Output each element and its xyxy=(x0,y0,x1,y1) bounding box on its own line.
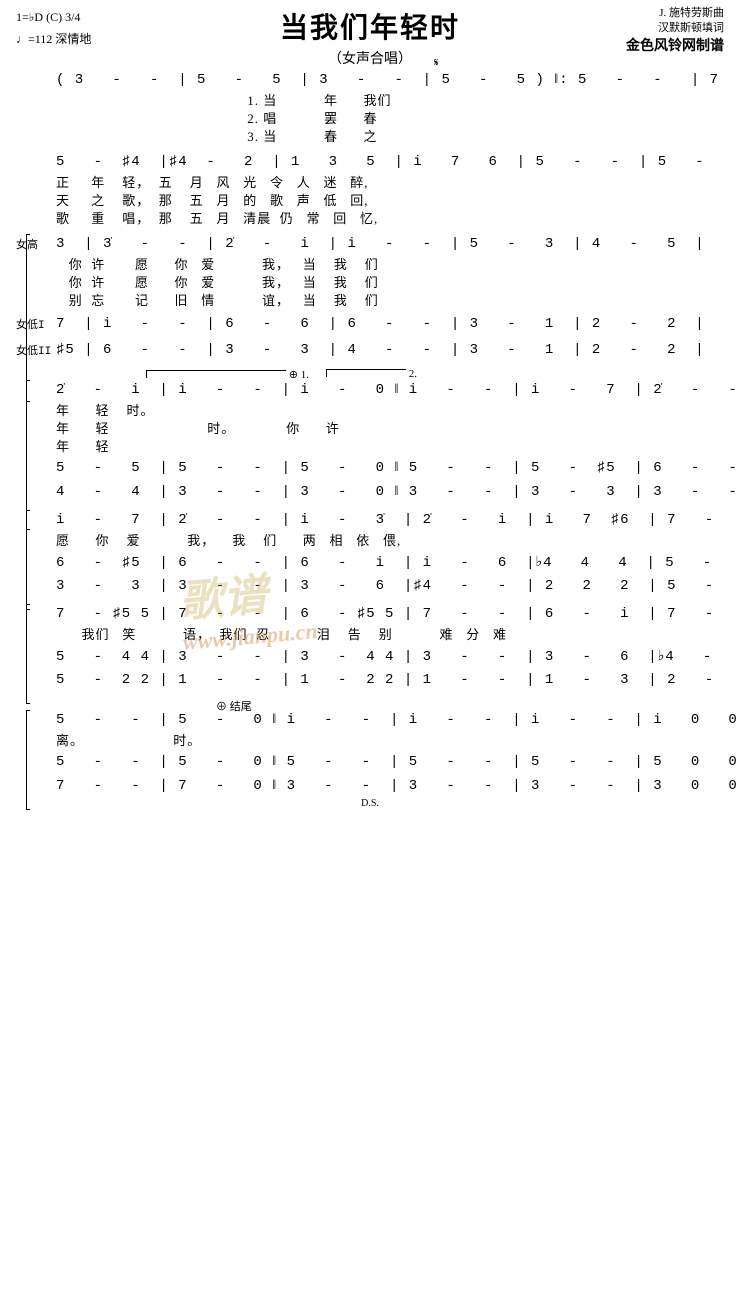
ds-marking: D.S. xyxy=(16,798,724,809)
soprano-notes: 2̇ - i | i - - | i - 0 ‖ i - - | i - 7 |… xyxy=(56,382,740,398)
alto1-label: 女低I xyxy=(16,316,56,332)
publisher-credit: 金色风铃网制谱 xyxy=(626,37,724,57)
lyric-line: 愿 你 爱 我， 我 们 两 相 依 偎, xyxy=(56,530,724,549)
soprano-label: 女高 xyxy=(16,236,56,252)
soprano-notes: i - 7 | 2̇ - - | i - 3̇ | 2̇ - i | i 7 ♯… xyxy=(56,512,740,528)
alto2-notes: 7 - - | 7 - 0 ‖ 3 - - | 3 - - | 3 - - | … xyxy=(56,778,740,794)
system-7: ⊕ 结尾 5 - - | 5 - 0 ‖ i - - | i - - | i -… xyxy=(16,698,724,809)
soprano-notes: 7 - ♯5 5 | 7 - - | 6 - ♯5 5 | 7 - - | 6 … xyxy=(56,606,740,622)
system-5: i - 7 | 2̇ - - | i - 3̇ | 2̇ - i | i 7 ♯… xyxy=(16,510,724,596)
alto2-notes: 5 - 2 2 | 1 - - | 1 - 2 2 | 1 - - | 1 - … xyxy=(56,672,740,688)
alto2-notes: 3 - 3 | 3 - - | 3 - 6 |♯4 - - | 2 2 2 | … xyxy=(56,578,740,594)
system-6: 7 - ♯5 5 | 7 - - | 6 - ♯5 5 | 7 - - | 6 … xyxy=(16,604,724,690)
soprano-notes: 5 - - | 5 - 0 ‖ i - - | i - - | i - - | … xyxy=(56,712,740,728)
alto1-notes: 5 - 4 4 | 3 - - | 3 - 4 4 | 3 - - | 3 - … xyxy=(56,648,740,665)
score-body: 𝄋( 3 - - | 5 - 5 | 3 - - | 5 - 5 ) ‖: 5 … xyxy=(0,70,740,809)
system-3: 女高3 | 3̇ - - | 2̇ - i | i - - | 5 - 3 | … xyxy=(16,234,724,360)
system-2: 5 - ♯4 |♯4 - 2 | 1 3 5 | i 7 6 | 5 - - |… xyxy=(16,152,724,226)
notes-line: ( 3 - - | 5 - 5 | 3 - - | 5 - 5 ) ‖: 5 -… xyxy=(56,72,740,88)
score-header: 1=♭D (C) 3/4 ♩=112 深情地 当我们年轻时 （女声合唱） J. … xyxy=(0,0,740,70)
system-4: ⊕ 1. 2. 2̇ - i | i - - | i - 0 ‖ i - - |… xyxy=(16,368,724,502)
tempo-marking: ♩=112 深情地 xyxy=(16,30,91,47)
ending-1-label: ⊕ 1. xyxy=(146,368,309,381)
lyricist-credit: 汉默斯顿填词 xyxy=(626,21,724,36)
system-1: 𝄋( 3 - - | 5 - 5 | 3 - - | 5 - 5 ) ‖: 5 … xyxy=(16,70,724,144)
lyric-verse-1: 年 轻 时。 xyxy=(56,400,724,419)
lyric-verse-1: 1. 当 年 我们 xyxy=(56,90,724,109)
alto1-notes: 6 - ♯5 | 6 - - | 6 - i | i - 6 |♭4 4 4 |… xyxy=(56,554,740,571)
alto1-notes: 5 - 5 | 5 - - | 5 - 0 ‖ 5 - - | 5 - ♯5 |… xyxy=(56,460,740,476)
lyric-line: 我们 笑 语， 我们 忍 泪 告 别 难 分 难 xyxy=(56,624,724,643)
lyric-verse-3: 年 轻 xyxy=(56,436,724,455)
lyric-verse-2: 年 轻 时。 你 许 xyxy=(56,418,724,437)
lyric-verse-2: 你 许 愿 你 爱 我， 当 我 们 xyxy=(56,272,724,291)
alto2-notes: 4 - 4 | 3 - - | 3 - 0 ‖ 3 - - | 3 - 3 | … xyxy=(56,484,740,500)
notes-line: 5 - ♯4 |♯4 - 2 | 1 3 5 | i 7 6 | 5 - - |… xyxy=(56,154,740,170)
credits-block: J. 施特劳斯曲 汉默斯顿填词 金色风铃网制谱 xyxy=(626,6,724,56)
coda-label: ⊕ 结尾 xyxy=(216,698,252,714)
alto2-label: 女低II xyxy=(16,342,56,358)
key-signature: 1=♭D (C) 3/4 xyxy=(16,10,80,25)
lyric-verse-3: 3. 当 春 之 xyxy=(56,126,724,145)
segno-mark: 𝄋 xyxy=(434,58,440,70)
alto1-notes: 5 - - | 5 - 0 ‖ 5 - - | 5 - - | 5 - - | … xyxy=(56,754,740,770)
alto1-notes: 7 | i - - | 6 - 6 | 6 - - | 3 - 1 | 2 - … xyxy=(56,316,724,332)
lyric-verse-2: 2. 唱 罢 春 xyxy=(56,108,724,127)
lyric-verse-2: 天 之 歌， 那 五 月 的 歌 声 低 回, xyxy=(56,190,724,209)
alto2-notes: ♯5 | 6 - - | 3 - 3 | 4 - - | 3 - 1 | 2 -… xyxy=(56,342,724,358)
ending-2-label: 2. xyxy=(326,368,417,380)
lyric-verse-3: 歌 重 唱， 那 五 月 清晨 仍 常 回 忆, xyxy=(56,208,724,227)
composer-credit: J. 施特劳斯曲 xyxy=(626,6,724,21)
lyric-verse-3: 别 忘 记 旧 情 谊， 当 我 们 xyxy=(56,290,724,309)
lyric-verse-1: 正 年 轻， 五 月 风 光 令 人 迷 醉, xyxy=(56,172,724,191)
lyric-verse-1: 你 许 愿 你 爱 我， 当 我 们 xyxy=(56,254,724,273)
soprano-notes: 3 | 3̇ - - | 2̇ - i | i - - | 5 - 3 | 4 … xyxy=(56,236,724,252)
lyric-line: 离。 时。 xyxy=(56,730,724,749)
